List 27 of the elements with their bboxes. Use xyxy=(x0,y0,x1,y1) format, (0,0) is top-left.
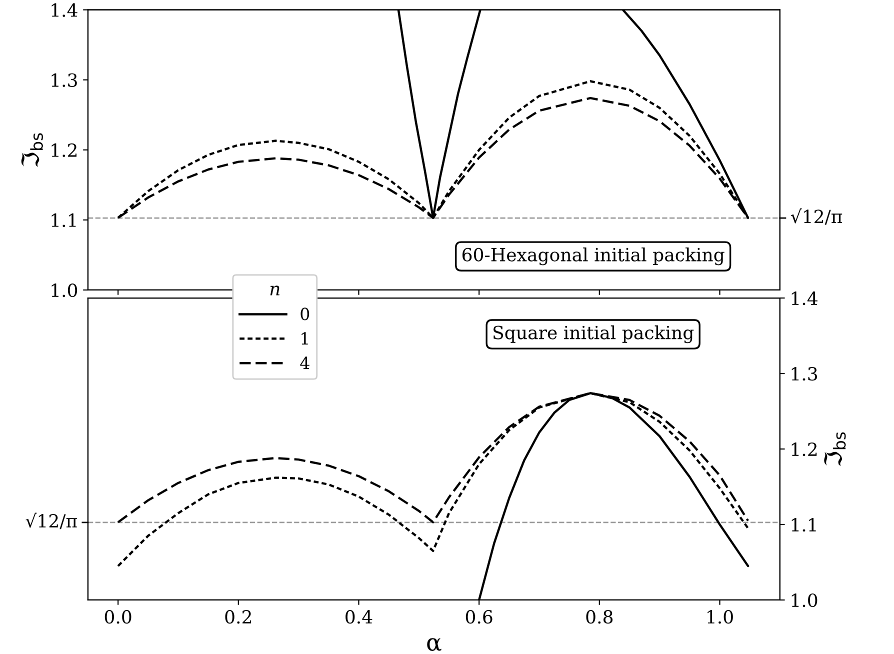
ref-line-label: √12/π xyxy=(790,208,842,225)
y2-tick-label: 1.3 xyxy=(792,366,818,381)
x-axis-title: α xyxy=(427,638,442,651)
y-tick-label: 1.4 xyxy=(52,3,78,17)
x-tick-label: 0.6 xyxy=(466,610,492,624)
x-tick-label: 0.0 xyxy=(104,610,132,624)
x-tick-label: 1.0 xyxy=(708,610,733,624)
legend-label: 0 xyxy=(300,308,310,320)
legend-label: 4 xyxy=(300,356,310,369)
y-tick-label: 1.1 xyxy=(52,213,76,228)
y2-axis-title: ℑ$_{bs}$ xyxy=(824,432,846,466)
legend-label: 1 xyxy=(302,332,308,345)
x-tick-label: 0.2 xyxy=(225,610,251,624)
y2-tick-label: 1.2 xyxy=(792,442,817,456)
y-axis-title: ℑ$_{bs}$ xyxy=(21,133,43,167)
y2-tick-label: 1.0 xyxy=(792,593,818,608)
legend-title: n xyxy=(270,286,280,296)
y2-tick-label: 1.4 xyxy=(792,291,818,306)
annotation: Square initial packing xyxy=(494,325,694,344)
annotation: 60-Hexagonal initial packing xyxy=(462,247,724,266)
x-tick-label: 0.4 xyxy=(346,610,372,624)
ref-line-label: √12/π xyxy=(26,512,77,530)
y-tick-label: 1.2 xyxy=(52,143,76,158)
y2-tick-label: 1.1 xyxy=(792,518,816,532)
y-tick-label: 1.0 xyxy=(52,283,78,298)
y-tick-label: 1.3 xyxy=(52,73,77,87)
x-tick-label: 0.8 xyxy=(586,610,613,624)
